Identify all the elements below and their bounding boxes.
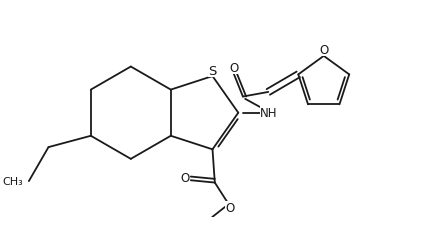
Text: O: O (319, 44, 329, 57)
Text: O: O (229, 62, 238, 75)
Text: S: S (208, 64, 217, 77)
Text: O: O (180, 172, 190, 185)
Text: NH: NH (260, 107, 277, 120)
Text: CH₃: CH₃ (3, 176, 23, 186)
Text: O: O (225, 202, 234, 215)
